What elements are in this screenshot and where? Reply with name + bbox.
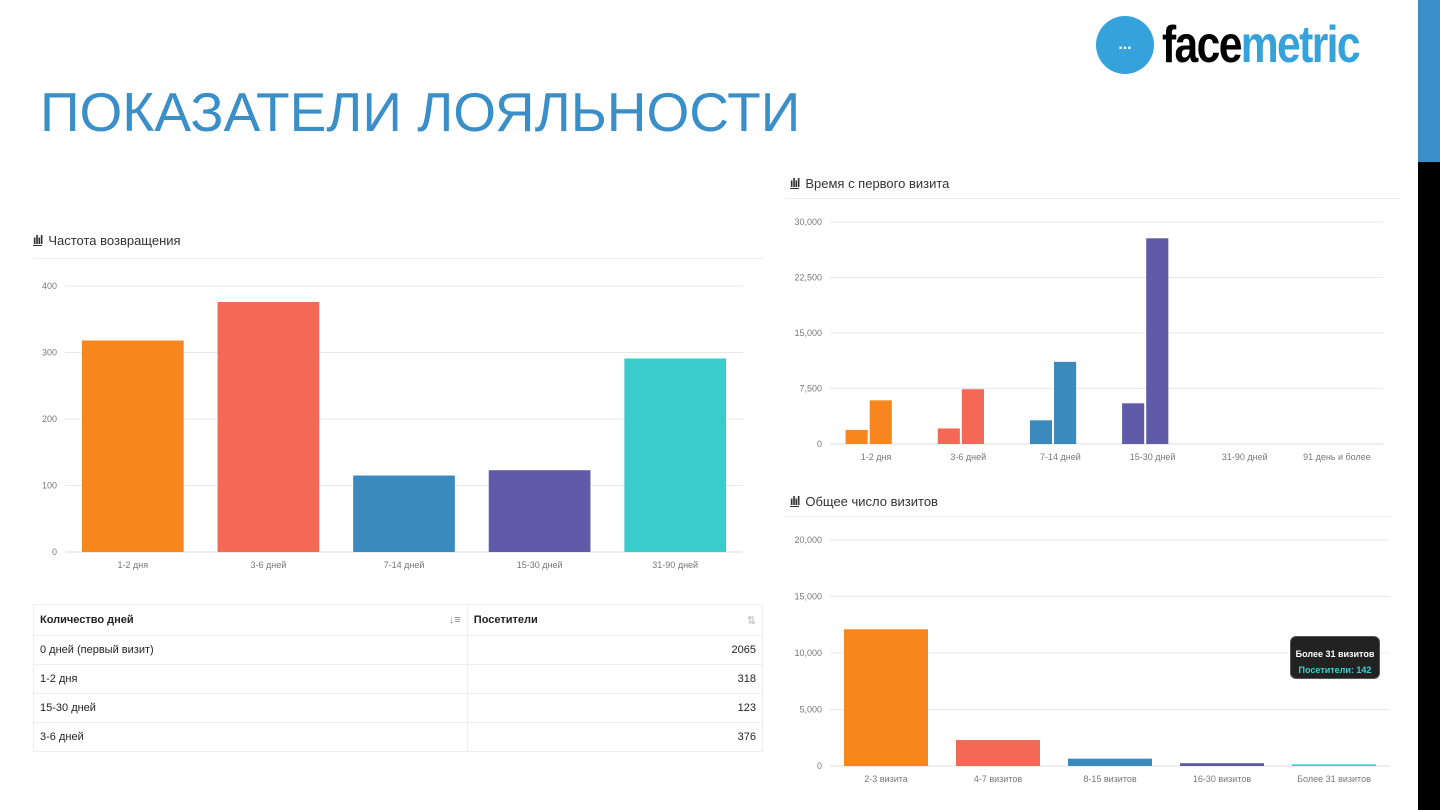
table-row: 15-30 дней 123 [33,693,764,723]
x-tick-label: 31-90 дней [652,560,698,570]
bar [624,358,727,552]
chart-title: Частота возвращения [48,233,181,248]
bar [1180,763,1264,766]
logo-text-2: metric [1240,16,1361,74]
facemetric-logo: ... facemetric [1096,15,1402,75]
x-tick-label: 4-7 визитов [974,774,1022,784]
y-tick-label: 22,500 [794,273,822,283]
x-tick-label: 3-6 дней [950,452,986,462]
cell-visitors: 123 [466,693,764,723]
tooltip-title: Более 31 визитов [1295,649,1375,659]
y-tick-label: 7,500 [799,384,822,394]
cell-visitors: 2065 [466,635,764,665]
bar [937,428,960,444]
bar [1122,403,1145,444]
x-tick-label: 1-2 дня [117,560,148,570]
y-tick-label: 400 [42,281,57,291]
bar [869,400,892,444]
bar [1068,758,1152,766]
bar [1292,764,1376,766]
bar [1146,238,1169,444]
y-tick-label: 0 [817,439,822,449]
x-tick-label: 91 день и более [1303,452,1371,462]
x-tick-label: Более 31 визитов [1297,774,1371,784]
bar [81,340,184,552]
logo-text-1: face [1162,16,1242,74]
panel-title-return-frequency: ılıl Частота возвращения [33,233,181,248]
bar [488,470,591,552]
x-tick-label: 8-15 визитов [1083,774,1137,784]
x-tick-label: 15-30 дней [517,560,563,570]
bar [353,475,455,552]
y-tick-label: 0 [52,547,57,557]
chart-title: Время с первого визита [805,176,950,191]
tooltip-label: Посетители: [1298,665,1354,675]
y-tick-label: 100 [42,481,57,491]
cell-days: 1-2 дня [33,664,468,694]
bar-chart-icon: ılıl [33,233,43,247]
y-tick-label: 0 [817,761,822,771]
x-tick-label: 16-30 визитов [1193,774,1252,784]
x-tick-label: 7-14 дней [384,560,425,570]
table-row: 1-2 дня 318 [33,664,764,694]
y-tick-label: 15,000 [794,328,822,338]
column-header-days[interactable]: Количество дней ↓≡ [33,604,468,636]
bar [845,429,868,444]
panel-title-total-visits: ılıl Общее число визитов [790,494,938,509]
table-row: 0 дней (первый визит) 2065 [33,635,764,665]
cell-days: 0 дней (первый визит) [33,635,468,665]
sort-desc-icon: ↓≡ [448,614,461,626]
bar-chart-icon: ılıl [790,176,800,190]
sort-icon: ⇅ [746,614,756,627]
tooltip-value: 142 [1356,665,1372,675]
return-frequency-chart: 0 100 200 300 400 1-2 дня 3-6 дней 7-14 дней 15-… [42,281,743,570]
y-tick-label: 200 [42,414,57,424]
x-tick-label: 2-3 визита [864,774,908,784]
y-tick-label: 15,000 [794,592,822,602]
panel-title-time-since-first-visit: ılıl Время с первого визита [790,176,949,191]
bar [1029,420,1053,444]
x-tick-label: 15-30 дней [1130,452,1176,462]
y-tick-label: 5,000 [799,705,822,715]
logo-icon: ... [1096,16,1154,74]
side-accent-bar [1418,0,1440,162]
chart-title: Общее число визитов [805,494,938,509]
bar [1054,361,1077,444]
visitors-table: Количество дней ↓≡ Посетители ⇅ 0 дней (пе… [33,604,764,752]
x-tick-label: 7-14 дней [1040,452,1081,462]
x-tick-label: 31-90 дней [1222,452,1268,462]
bar [956,740,1040,766]
y-tick-label: 20,000 [794,535,822,545]
chart-tooltip: Более 31 визитов Посетители: 142 [1290,636,1380,679]
x-tick-label: 1-2 дня [861,452,892,462]
page-title: ПОКАЗАТЕЛИ ЛОЯЛЬНОСТИ [40,81,801,143]
column-header-visitors[interactable]: Посетители ⇅ [466,604,764,636]
bar [844,629,928,766]
time-since-first-visit-chart: 0 7,500 15,000 22,500 30,000 1-2 дня 3-6 дней 7… [794,217,1383,462]
cell-days: 3-6 дней [33,722,468,752]
y-tick-label: 300 [42,348,57,358]
bar [961,389,984,444]
cell-visitors: 318 [466,664,764,694]
table-row: 3-6 дней 376 [33,722,764,752]
bar-chart-icon: ılıl [790,494,800,508]
cell-days: 15-30 дней [33,693,468,723]
cell-visitors: 376 [466,722,764,752]
x-tick-label: 3-6 дней [251,560,287,570]
y-tick-label: 30,000 [794,217,822,227]
bar [217,301,320,552]
y-tick-label: 10,000 [794,648,822,658]
side-dark-bar [1418,162,1440,810]
